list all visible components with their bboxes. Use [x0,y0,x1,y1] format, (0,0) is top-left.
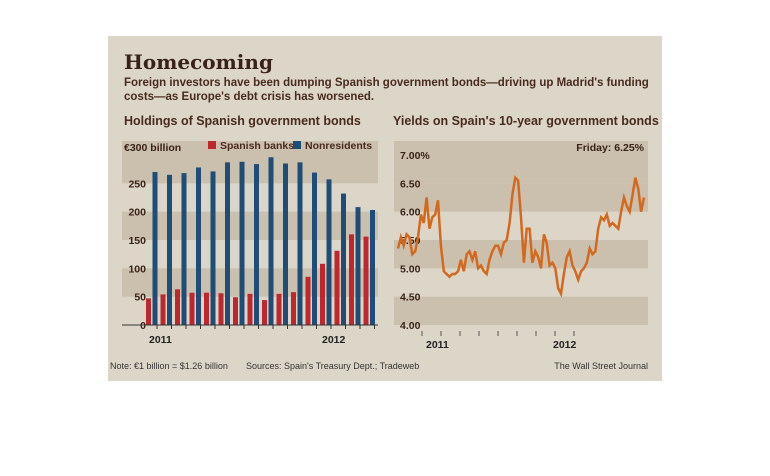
bar-spanish-banks [262,300,267,325]
bar-chart-title: Holdings of Spanish government bonds [124,114,361,128]
bar-spanish-banks [305,276,311,325]
x-tick-label: 2011 [149,334,172,346]
y-tick-label: 50 [134,292,146,304]
bar-spanish-banks [363,236,369,325]
y-tick-label: 0 [140,320,146,332]
y-tick-label: 150 [128,235,146,247]
y-tick-label: 100 [128,263,146,275]
bar-nonresidents [312,172,317,325]
bar-nonresidents [181,173,187,325]
bar-nonresidents [152,172,158,325]
y-tick-label: 7.00% [400,150,430,162]
bar-nonresidents [225,162,230,325]
legend-swatch [208,141,216,149]
bar-spanish-banks [160,294,166,325]
bar-nonresidents [167,174,172,325]
bar-nonresidents [283,163,288,325]
x-tick-label: 2011 [426,339,449,351]
bar-spanish-banks [291,292,296,325]
bar-nonresidents [196,167,201,325]
bar-spanish-banks [189,292,195,325]
y-tick-label: 4.50 [400,292,421,304]
grid-band [122,268,378,297]
bar-spanish-banks [233,297,238,325]
bar-spanish-banks [204,292,209,325]
bar-spanish-banks [175,289,180,325]
bar-spanish-banks [247,293,253,325]
bar-nonresidents [268,157,274,325]
note: Note: €1 billion = $1.26 billion [110,361,228,371]
y-tick-label: 5.00 [400,263,421,275]
grid-band [122,211,378,240]
y-tick-label: 4.00 [400,320,421,332]
bar-nonresidents [210,171,216,325]
y-tick-label: 200 [128,207,146,219]
bar-spanish-banks [334,250,340,325]
bar-nonresidents [297,162,303,325]
legend-label: Nonresidents [305,140,372,152]
bar-nonresidents [370,209,375,325]
bar-spanish-banks [320,263,325,325]
sources: Sources: Spain's Treasury Dept.; Tradewe… [246,361,420,371]
bar-nonresidents [254,164,259,325]
graphic-card: Homecoming Foreign investors have been d… [108,36,662,381]
charts-svg: 0 50 100 150 200 250 €300 billion 2011 2012 Spani… [122,140,648,351]
y-tick-label: 250 [128,178,146,190]
grid-band [394,296,648,325]
bar-spanish-banks [146,298,151,325]
bar-nonresidents [355,207,361,325]
line-chart-title: Yields on Spain's 10-year government bon… [393,114,659,128]
bar-spanish-banks [276,293,282,325]
bar-nonresidents [239,161,245,325]
grid-band [122,141,378,169]
legend-swatch [293,141,301,149]
graphic-title: Homecoming [124,50,273,74]
y-tick-label: 6.00 [400,207,421,219]
grid-band [394,240,648,269]
yield-line [396,175,646,298]
grid-band [394,141,648,184]
credit: The Wall Street Journal [554,361,648,371]
y-tick-label: €300 billion [124,142,181,154]
graphic-subtitle: Foreign investors have been dumping Span… [124,77,649,103]
x-tick-label: 2012 [553,339,577,351]
bar-spanish-banks [218,293,224,325]
legend-label: Spanish banks [220,140,294,152]
bar-nonresidents [341,193,346,325]
y-tick-label: 6.50 [400,178,421,190]
annotation: Friday: 6.25% [576,142,644,154]
x-tick-label: 2012 [322,334,346,346]
bar-nonresidents [326,179,332,325]
bar-spanish-banks [349,234,354,325]
